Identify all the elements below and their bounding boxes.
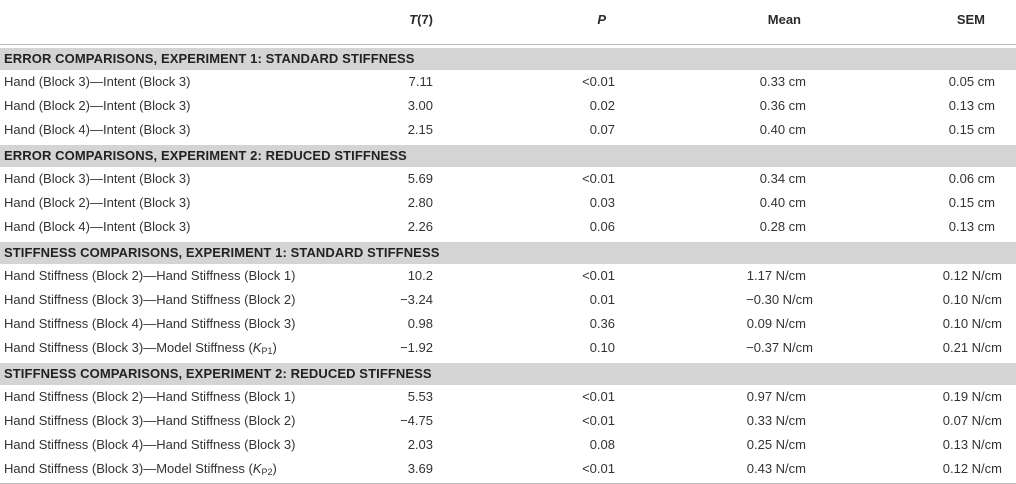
cell-t: 2.03	[407, 437, 433, 452]
cell-mean: 0.34 cm	[759, 171, 806, 186]
header-sem: SEM	[956, 12, 985, 27]
cell-p: 0.36	[589, 316, 615, 331]
table-row: Hand (Block 4)—Intent (Block 3) 2.26 0.0…	[0, 215, 1016, 239]
cell-mean: 0.09 N/cm	[746, 316, 806, 331]
header-mean: Mean	[767, 12, 801, 27]
cell-p: <0.01	[582, 413, 615, 428]
table-row: Hand Stiffness (Block 2)—Hand Stiffness …	[0, 385, 1016, 409]
row-label: Hand Stiffness (Block 3)—Hand Stiffness …	[4, 292, 296, 307]
table-row: Hand (Block 3)—Intent (Block 3) 5.69 <0.…	[0, 167, 1016, 191]
table-row: Hand (Block 2)—Intent (Block 3) 2.80 0.0…	[0, 191, 1016, 215]
cell-p: <0.01	[582, 171, 615, 186]
cell-p: 0.07	[589, 122, 615, 137]
cell-sem: 0.10 N/cm	[942, 316, 1002, 331]
cell-mean: 0.33 N/cm	[746, 413, 806, 428]
table-row: Hand Stiffness (Block 3)—Hand Stiffness …	[0, 288, 1016, 312]
section-title: ERROR COMPARISONS, EXPERIMENT 1: STANDAR…	[0, 48, 1016, 70]
cell-sem: 0.19 N/cm	[942, 389, 1002, 404]
section-title: STIFFNESS COMPARISONS, EXPERIMENT 2: RED…	[0, 363, 1016, 385]
cell-sem: 0.06 cm	[948, 171, 995, 186]
cell-sem: 0.21 N/cm	[942, 340, 1002, 355]
table-row: Hand (Block 3)—Intent (Block 3) 7.11 <0.…	[0, 70, 1016, 94]
cell-t: −4.75	[400, 413, 433, 428]
table-row: Hand Stiffness (Block 4)—Hand Stiffness …	[0, 312, 1016, 336]
cell-mean: 0.40 cm	[759, 122, 806, 137]
cell-p: 0.06	[589, 219, 615, 234]
table-row: Hand Stiffness (Block 4)—Hand Stiffness …	[0, 433, 1016, 457]
cell-sem: 0.05 cm	[948, 74, 995, 89]
cell-sem: 0.15 cm	[948, 122, 995, 137]
cell-mean: −0.37 N/cm	[746, 340, 813, 355]
cell-t: 5.69	[407, 171, 433, 186]
cell-mean: −0.30 N/cm	[746, 292, 813, 307]
cell-mean: 0.97 N/cm	[746, 389, 806, 404]
row-label: Hand Stiffness (Block 4)—Hand Stiffness …	[4, 437, 296, 452]
cell-t: 7.11	[408, 74, 433, 89]
cell-sem: 0.15 cm	[948, 195, 995, 210]
table-header: T(7) P Mean SEM	[0, 0, 1016, 45]
cell-p: 0.10	[589, 340, 615, 355]
cell-sem: 0.12 N/cm	[942, 461, 1002, 476]
row-label: Hand (Block 4)—Intent (Block 3)	[4, 219, 191, 234]
row-label: Hand (Block 4)—Intent (Block 3)	[4, 122, 191, 137]
cell-mean: 0.25 N/cm	[746, 437, 806, 452]
cell-t: 3.69	[407, 461, 433, 476]
row-label: Hand Stiffness (Block 3)—Model Stiffness…	[4, 340, 277, 356]
cell-mean: 0.28 cm	[759, 219, 806, 234]
table-row: Hand (Block 4)—Intent (Block 3) 2.15 0.0…	[0, 118, 1016, 142]
cell-mean: 0.33 cm	[759, 74, 806, 89]
cell-t: −3.24	[400, 292, 433, 307]
row-label: Hand (Block 3)—Intent (Block 3)	[4, 171, 191, 186]
section-title: STIFFNESS COMPARISONS, EXPERIMENT 1: STA…	[0, 242, 1016, 264]
cell-t: 2.80	[407, 195, 433, 210]
table-row: Hand Stiffness (Block 3)—Hand Stiffness …	[0, 409, 1016, 433]
cell-p: 0.08	[589, 437, 615, 452]
cell-p: 0.01	[589, 292, 615, 307]
table-row: Hand Stiffness (Block 2)—Hand Stiffness …	[0, 264, 1016, 288]
cell-p: <0.01	[582, 74, 615, 89]
header-t-statistic: T(7)	[409, 12, 433, 27]
row-label: Hand Stiffness (Block 3)—Hand Stiffness …	[4, 413, 296, 428]
header-p-value: P	[597, 12, 606, 27]
row-label: Hand (Block 2)—Intent (Block 3)	[4, 98, 191, 113]
cell-t: 2.26	[407, 219, 433, 234]
table-row: Hand (Block 2)—Intent (Block 3) 3.00 0.0…	[0, 94, 1016, 118]
table-row: Hand Stiffness (Block 3)—Model Stiffness…	[0, 336, 1016, 360]
cell-sem: 0.10 N/cm	[942, 292, 1002, 307]
cell-sem: 0.13 cm	[948, 98, 995, 113]
row-label: Hand Stiffness (Block 2)—Hand Stiffness …	[4, 268, 296, 283]
row-label: Hand (Block 3)—Intent (Block 3)	[4, 74, 191, 89]
cell-p: 0.03	[589, 195, 615, 210]
cell-t: 2.15	[407, 122, 433, 137]
cell-t: 0.98	[407, 316, 433, 331]
cell-sem: 0.07 N/cm	[942, 413, 1002, 428]
cell-mean: 1.17 N/cm	[746, 268, 806, 283]
row-label: Hand Stiffness (Block 2)—Hand Stiffness …	[4, 389, 296, 404]
cell-t: 5.53	[407, 389, 433, 404]
cell-mean: 0.36 cm	[759, 98, 806, 113]
cell-t: −1.92	[400, 340, 433, 355]
row-label: Hand Stiffness (Block 4)—Hand Stiffness …	[4, 316, 296, 331]
cell-p: <0.01	[582, 461, 615, 476]
cell-t: 3.00	[407, 98, 433, 113]
table-row: Hand Stiffness (Block 3)—Model Stiffness…	[0, 457, 1016, 481]
cell-mean: 0.40 cm	[759, 195, 806, 210]
cell-p: 0.02	[589, 98, 615, 113]
cell-sem: 0.13 N/cm	[942, 437, 1002, 452]
cell-p: <0.01	[582, 268, 615, 283]
cell-mean: 0.43 N/cm	[746, 461, 806, 476]
cell-sem: 0.13 cm	[948, 219, 995, 234]
section-title: ERROR COMPARISONS, EXPERIMENT 2: REDUCED…	[0, 145, 1016, 167]
row-label: Hand (Block 2)—Intent (Block 3)	[4, 195, 191, 210]
cell-p: <0.01	[582, 389, 615, 404]
cell-t: 10.2	[407, 268, 433, 283]
cell-sem: 0.12 N/cm	[942, 268, 1002, 283]
row-label: Hand Stiffness (Block 3)—Model Stiffness…	[4, 461, 277, 477]
